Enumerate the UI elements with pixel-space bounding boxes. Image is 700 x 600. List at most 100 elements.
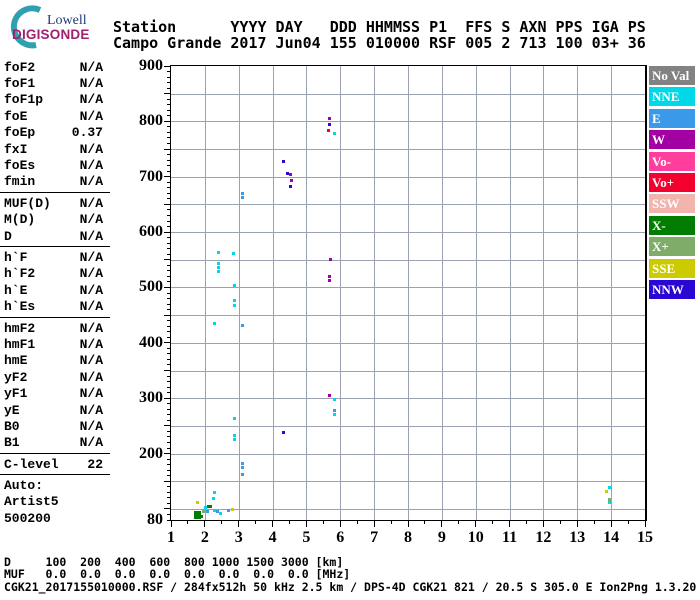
gridline-horizontal — [171, 453, 645, 455]
x-axis-tick — [187, 521, 189, 524]
echo-point — [241, 195, 245, 199]
y-axis-tick — [167, 109, 170, 111]
param-row: hmF2 N/A — [0, 320, 110, 336]
echo-point — [233, 283, 237, 287]
x-axis-label: 9 — [437, 529, 446, 546]
echo-point — [195, 516, 199, 520]
y-axis-tick — [167, 253, 170, 255]
echo-point — [233, 417, 237, 421]
echo-point — [327, 128, 331, 132]
y-axis-tick — [167, 143, 170, 144]
gridline-horizontal — [171, 342, 645, 344]
echo-point — [193, 513, 197, 517]
legend-item-e: E — [649, 108, 695, 128]
x-axis-label: 7 — [370, 529, 379, 546]
echo-point — [193, 516, 197, 520]
y-axis-tick — [167, 519, 170, 521]
y-axis-tick — [167, 364, 170, 366]
y-axis-tick — [167, 292, 170, 294]
y-axis-tick — [167, 71, 170, 73]
x-axis-tick — [441, 521, 443, 527]
y-axis-tick — [167, 309, 170, 311]
y-axis-tick — [167, 436, 170, 438]
station-header: Station YYYY DAY DDD HHMMSS P1 FFS S AXN… — [113, 19, 646, 51]
param-label: h`E — [4, 282, 28, 298]
gridline-vertical — [408, 66, 409, 520]
echo-point — [213, 509, 217, 513]
y-axis-tick — [167, 469, 170, 471]
y-axis-tick — [167, 104, 170, 106]
y-axis-tick — [167, 386, 170, 388]
param-row: fxI N/A — [0, 141, 110, 157]
y-axis-tick — [167, 275, 170, 277]
y-axis-tick — [164, 65, 170, 67]
gridline-horizontal — [171, 93, 645, 95]
gridline-vertical — [272, 66, 274, 520]
x-axis-label: 8 — [404, 529, 412, 546]
y-axis-tick — [164, 203, 170, 205]
x-axis-tick — [644, 521, 646, 527]
y-axis-tick — [164, 176, 170, 178]
legend-item-x+: X+ — [649, 237, 695, 257]
y-axis-tick — [167, 115, 170, 117]
echo-point — [241, 461, 245, 465]
param-label: M(D) — [4, 212, 36, 228]
x-axis-tick — [576, 521, 578, 527]
param-row: D N/A — [0, 228, 110, 244]
y-axis-tick — [164, 508, 170, 510]
param-value: N/A — [79, 435, 103, 451]
y-axis-label: 80 — [147, 511, 163, 528]
y-axis-tick — [164, 93, 170, 95]
gridline-horizontal — [171, 149, 645, 151]
y-axis-tick — [167, 358, 170, 360]
x-axis-tick — [458, 521, 460, 524]
y-axis-tick — [164, 231, 170, 233]
legend-item-nne: NNE — [649, 87, 695, 107]
legend-item-ssw: SSW — [649, 194, 695, 214]
param-value: N/A — [79, 353, 103, 369]
param-value: N/A — [79, 266, 103, 282]
echo-point — [211, 496, 215, 500]
echo-point — [196, 501, 200, 505]
param-row: hmE N/A — [0, 353, 110, 369]
param-label: foF2 — [4, 59, 36, 75]
y-axis-tick — [167, 491, 170, 493]
gridline-vertical — [306, 66, 308, 520]
y-axis-tick — [167, 502, 170, 504]
y-axis-tick — [164, 286, 170, 288]
x-axis-tick — [526, 521, 527, 524]
gridline-horizontal — [171, 259, 645, 261]
gridline-horizontal — [171, 425, 645, 427]
param-row: h`F2 N/A — [0, 266, 110, 282]
echo-point — [328, 117, 332, 121]
y-axis-tick — [167, 447, 170, 449]
echo-point — [205, 510, 209, 514]
param-value: N/A — [79, 212, 103, 228]
param-row: h`F N/A — [0, 249, 110, 265]
param-value: N/A — [79, 174, 103, 190]
gridline-horizontal — [171, 370, 645, 372]
gridline-vertical — [543, 66, 545, 520]
echo-point — [232, 304, 236, 308]
legend-item-vo+: Vo+ — [649, 172, 695, 192]
gridline-horizontal — [171, 315, 645, 317]
x-axis-tick — [238, 521, 240, 527]
y-axis-tick — [167, 170, 170, 172]
gridline-horizontal — [171, 176, 645, 178]
header-values-row: Campo Grande 2017 Jun04 155 010000 RSF 0… — [113, 34, 646, 52]
echo-point — [328, 274, 332, 278]
echo-point — [288, 185, 292, 189]
param-label: fxI — [4, 141, 28, 157]
x-axis-label: 10 — [467, 529, 484, 546]
param-value: N/A — [79, 228, 103, 244]
y-axis-tick — [167, 325, 170, 327]
y-axis-tick — [167, 464, 170, 466]
panel-divider — [0, 452, 110, 454]
param-value: N/A — [79, 59, 103, 75]
echo-point — [219, 511, 223, 515]
echo-point — [241, 324, 245, 328]
param-label: h`Es — [4, 299, 36, 315]
gridline-vertical — [441, 66, 443, 520]
y-axis-label: 500 — [139, 278, 163, 296]
y-axis-tick — [167, 137, 170, 139]
